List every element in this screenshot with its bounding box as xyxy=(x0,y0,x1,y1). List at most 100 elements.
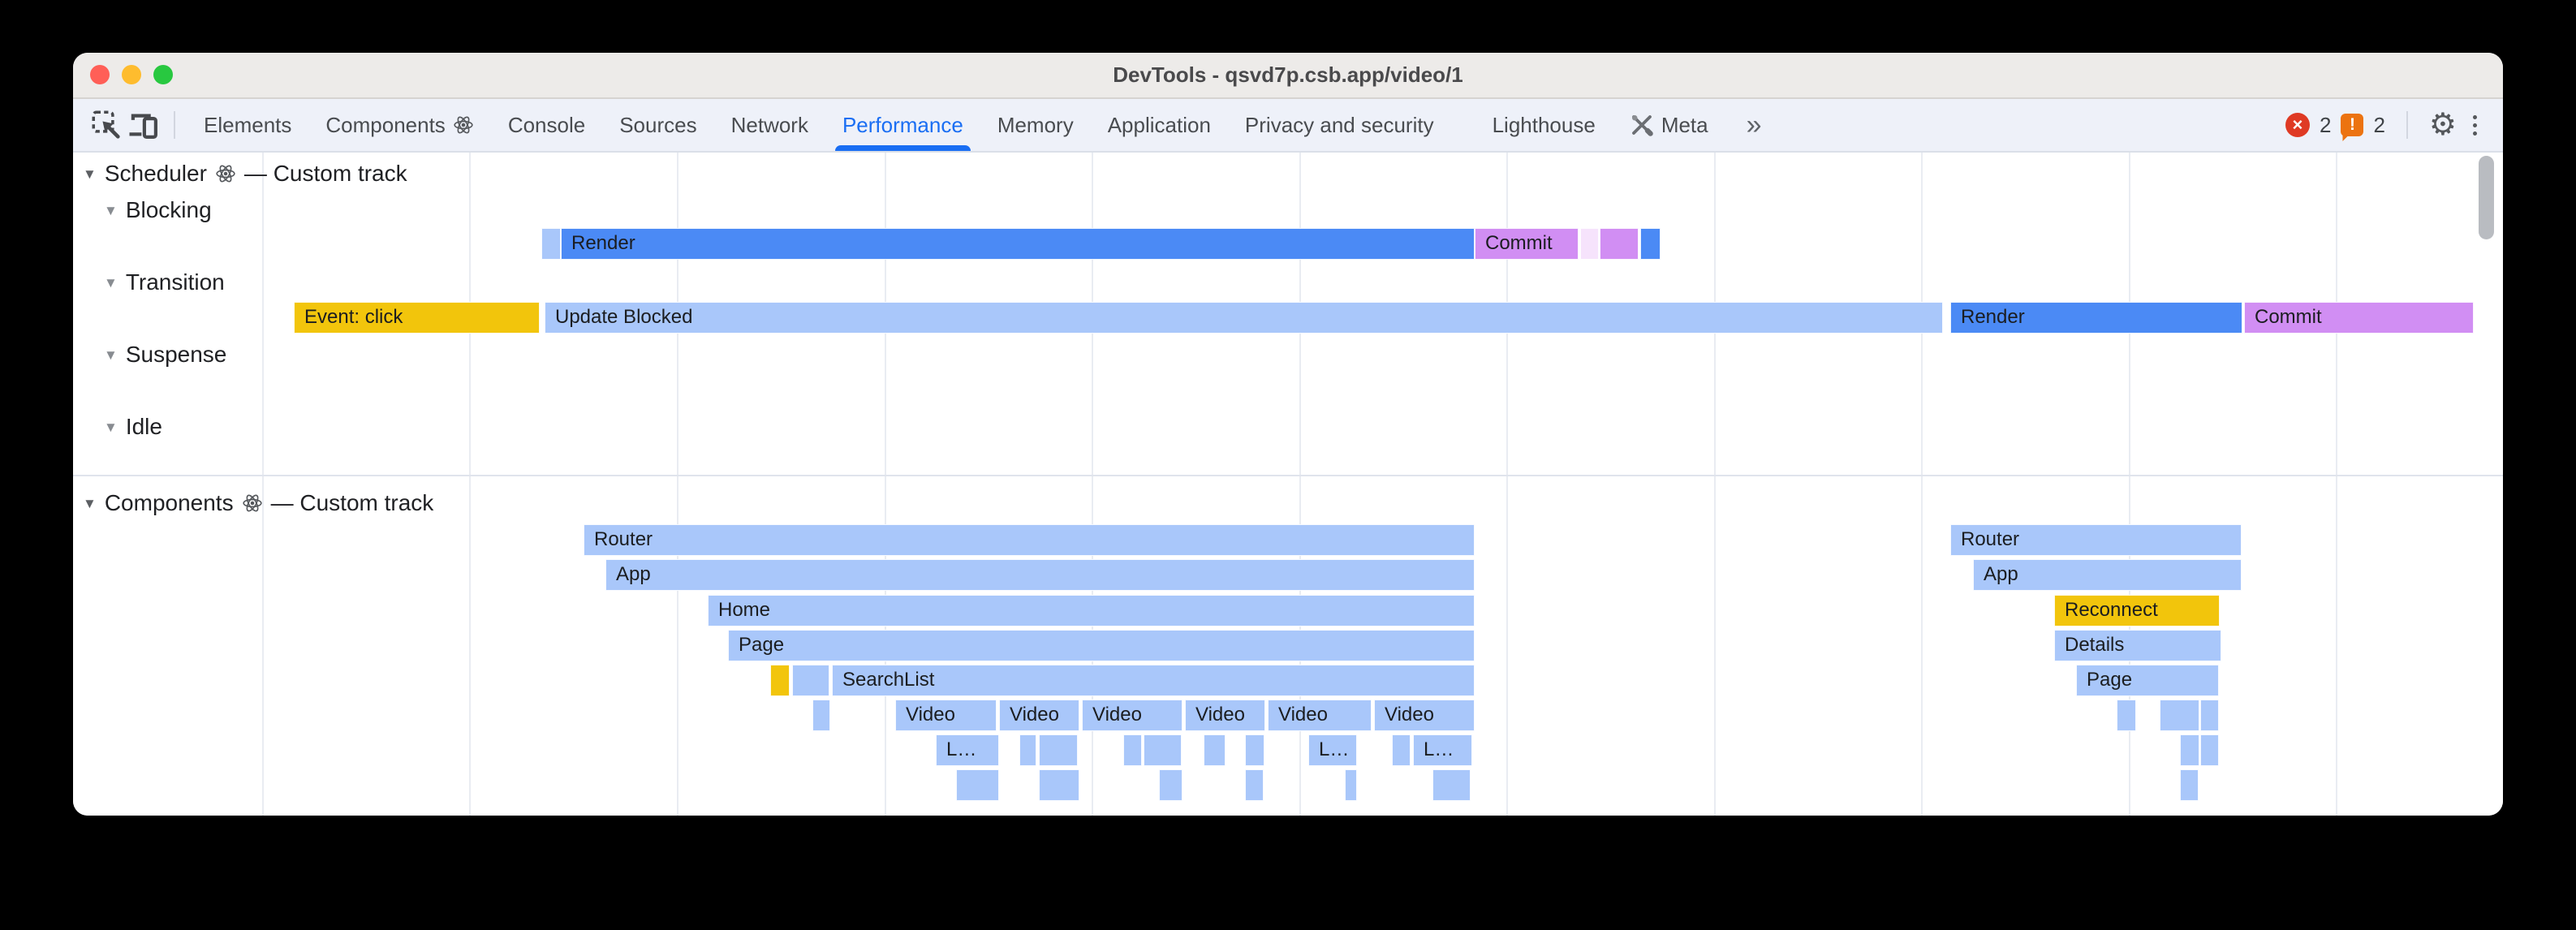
flame-bar[interactable] xyxy=(1159,769,1182,801)
inspect-element-icon[interactable] xyxy=(88,106,125,144)
flame-bar[interactable] xyxy=(956,769,999,801)
flame-bar-update-blocked[interactable]: Update Blocked xyxy=(545,302,1943,334)
tab-application[interactable]: Application xyxy=(1091,99,1228,151)
minimize-window-button[interactable] xyxy=(122,65,141,84)
flame-bar-render[interactable]: Render xyxy=(1950,302,2242,334)
vertical-scrollbar-thumb[interactable] xyxy=(2479,156,2494,239)
flame-bar[interactable] xyxy=(1345,769,1357,801)
flame-bar[interactable] xyxy=(1432,769,1471,801)
flame-bar[interactable] xyxy=(1245,769,1264,801)
flame-bar[interactable] xyxy=(2160,700,2199,731)
flame-bar[interactable] xyxy=(792,665,829,696)
tab-components[interactable]: Components xyxy=(308,99,490,151)
flame-bar-commit[interactable]: Commit xyxy=(2244,302,2474,334)
flame-bar-router[interactable]: Router xyxy=(584,524,1475,556)
flame-bar[interactable] xyxy=(2200,734,2219,766)
flame-bar[interactable] xyxy=(770,665,790,696)
warning-badge-icon[interactable]: ! xyxy=(2341,114,2364,136)
tab-label: Network xyxy=(730,112,808,137)
panel-tabs: Elements Components Console Sources Network P… xyxy=(187,99,1725,151)
flame-bar[interactable] xyxy=(812,700,830,731)
react-atom-icon xyxy=(216,165,235,183)
tab-performance[interactable]: Performance xyxy=(825,99,980,151)
track-title-components[interactable]: ▼ Components — Custom track xyxy=(83,490,433,516)
flame-bar-reconnect[interactable]: Reconnect xyxy=(2054,595,2220,626)
flame-bar[interactable] xyxy=(1640,228,1661,260)
expand-triangle-icon[interactable]: ▼ xyxy=(104,203,118,218)
flame-bar-home[interactable]: Home xyxy=(708,595,1475,626)
flame-bar-l-[interactable]: L… xyxy=(1308,734,1357,766)
more-tabs-chevron-icon[interactable]: » xyxy=(1746,109,1762,140)
flame-bar-video[interactable]: Video xyxy=(1268,700,1372,731)
expand-triangle-icon[interactable]: ▼ xyxy=(104,275,118,291)
tab-label: Performance xyxy=(842,112,963,137)
zoom-window-button[interactable] xyxy=(153,65,173,84)
hammer-wrench-icon xyxy=(1631,115,1653,136)
flame-bar[interactable] xyxy=(1144,734,1182,766)
expand-triangle-icon[interactable]: ▼ xyxy=(104,347,118,363)
flame-bar[interactable] xyxy=(1123,734,1142,766)
tab-privacy-and-security[interactable]: Privacy and security xyxy=(1228,99,1451,151)
tab-network[interactable]: Network xyxy=(714,99,825,151)
toolbar-divider xyxy=(2406,111,2408,139)
flame-bar-l-[interactable]: L… xyxy=(1413,734,1472,766)
time-gridline xyxy=(1092,153,1093,816)
tab-memory[interactable]: Memory xyxy=(980,99,1091,151)
time-gridline xyxy=(2129,153,2130,816)
flame-bar[interactable] xyxy=(1039,769,1079,801)
flame-bar[interactable] xyxy=(1600,228,1639,260)
flame-bar[interactable] xyxy=(1245,734,1264,766)
flame-bar-video[interactable]: Video xyxy=(895,700,997,731)
lane-label-transition[interactable]: ▼ Transition xyxy=(104,269,225,295)
flame-bar[interactable] xyxy=(1039,734,1078,766)
flame-bar-video[interactable]: Video xyxy=(1082,700,1182,731)
flame-bar[interactable] xyxy=(541,228,561,260)
tab-meta[interactable]: Meta xyxy=(1613,99,1725,151)
flame-bar[interactable] xyxy=(1019,734,1036,766)
warning-count[interactable]: 2 xyxy=(2373,112,2385,137)
performance-flame-chart[interactable]: ▼ Scheduler — Custom track ▼ Blocking ▼ Transi… xyxy=(73,153,2503,816)
track-title-scheduler[interactable]: ▼ Scheduler — Custom track xyxy=(83,161,407,187)
flame-bar[interactable] xyxy=(2180,769,2199,801)
flame-bar-page[interactable]: Page xyxy=(2076,665,2219,696)
flame-bar-video[interactable]: Video xyxy=(1374,700,1475,731)
flame-bar-event-click[interactable]: Event: click xyxy=(294,302,540,334)
flame-bar[interactable] xyxy=(2180,734,2199,766)
kebab-menu-icon[interactable] xyxy=(2466,114,2483,136)
flame-bar-router[interactable]: Router xyxy=(1950,524,2242,556)
flame-bar[interactable] xyxy=(1580,228,1599,260)
track-title-suffix: — Custom track xyxy=(243,161,407,186)
expand-triangle-icon[interactable]: ▼ xyxy=(104,420,118,435)
error-count[interactable]: 2 xyxy=(2319,112,2332,137)
flame-bar-searchlist[interactable]: SearchList xyxy=(832,665,1475,696)
flame-bar[interactable] xyxy=(2117,700,2136,731)
tab-elements[interactable]: Elements xyxy=(187,99,308,151)
flame-bar-app[interactable]: App xyxy=(605,559,1475,591)
lane-label-suspense[interactable]: ▼ Suspense xyxy=(104,342,226,368)
flame-bar[interactable] xyxy=(1392,734,1411,766)
flame-bar-page[interactable]: Page xyxy=(728,630,1475,661)
close-window-button[interactable] xyxy=(90,65,110,84)
flame-bar[interactable] xyxy=(1204,734,1226,766)
tab-console[interactable]: Console xyxy=(491,99,602,151)
settings-gear-icon[interactable]: ⚙ xyxy=(2428,108,2457,142)
react-atom-icon xyxy=(242,494,262,512)
tab-label: Memory xyxy=(997,112,1074,137)
flame-bar-render[interactable]: Render xyxy=(561,228,1475,260)
expand-triangle-icon[interactable]: ▼ xyxy=(83,166,97,182)
time-gridline xyxy=(1506,153,1508,816)
flame-bar-commit[interactable]: Commit xyxy=(1475,228,1579,260)
error-badge-icon[interactable]: × xyxy=(2285,113,2310,137)
device-toolbar-icon[interactable] xyxy=(125,106,162,144)
expand-triangle-icon[interactable]: ▼ xyxy=(83,496,97,511)
flame-bar-video[interactable]: Video xyxy=(999,700,1079,731)
flame-bar-details[interactable]: Details xyxy=(2054,630,2221,661)
flame-bar-app[interactable]: App xyxy=(1973,559,2242,591)
tab-sources[interactable]: Sources xyxy=(602,99,713,151)
tab-lighthouse[interactable]: Lighthouse xyxy=(1475,99,1613,151)
lane-label-idle[interactable]: ▼ Idle xyxy=(104,414,162,440)
flame-bar-video[interactable]: Video xyxy=(1185,700,1265,731)
flame-bar[interactable] xyxy=(2200,700,2219,731)
flame-bar-l-[interactable]: L… xyxy=(936,734,999,766)
lane-label-blocking[interactable]: ▼ Blocking xyxy=(104,197,212,223)
